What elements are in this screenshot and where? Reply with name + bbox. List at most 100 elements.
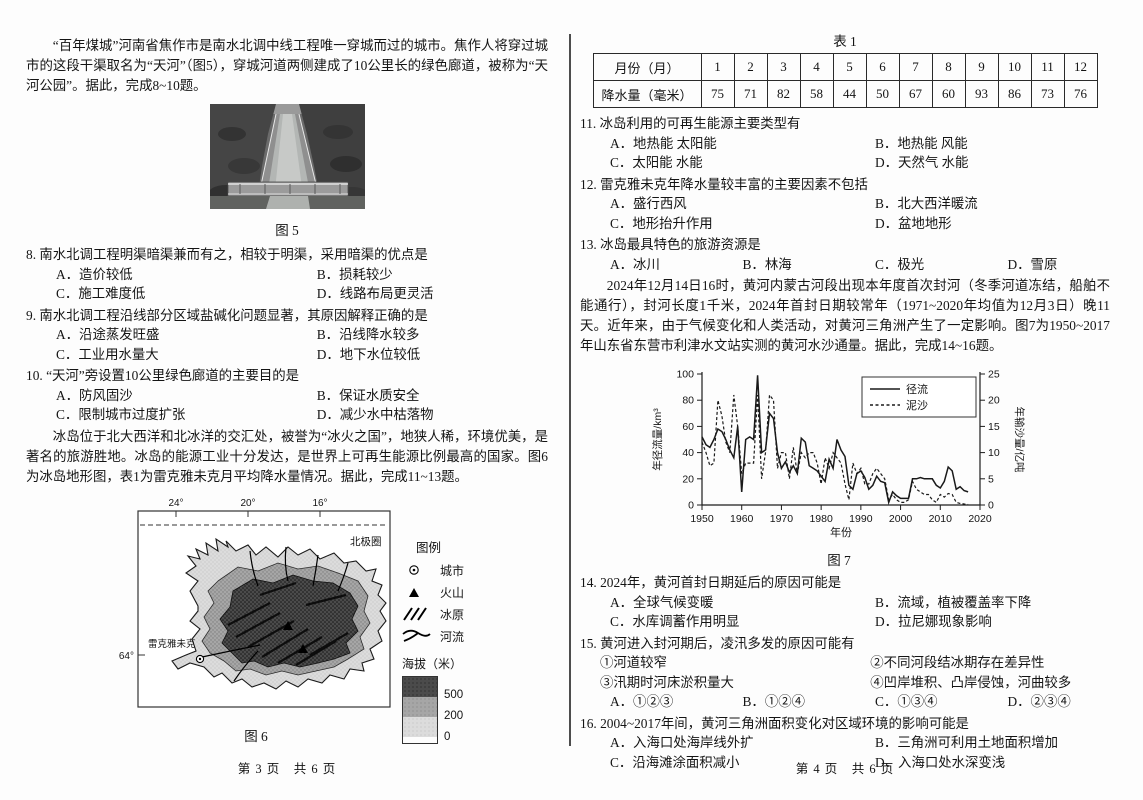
elevation-label-200: 200 [444,709,464,722]
ice-field-hatching [227,581,349,666]
question-9-option-c: C．工业用水量大 [56,346,159,362]
value-cell: 76 [1063,80,1098,108]
volcano-marker [298,643,308,653]
figure-7-block: 0 20 40 60 80 100 0 5 10 15 20 25 1950 1960 1970 1980 19… [650,362,1110,569]
table-header-precipitation: 降水量（毫米） [592,80,702,108]
question-15-option-a: A．①②③ [610,694,674,709]
question-10-option-b: B．保证水质安全 [316,387,420,403]
value-cell: 82 [766,80,801,108]
legend-label-ice-field: 冰原 [440,607,465,622]
question-16-stem: 16. 2004~2017年间，黄河三角洲面积变化对区域环境的影响可能是 [580,715,969,731]
month-cell: 12 [1063,53,1098,81]
intro-paragraph-yellow-river: 2024年12月14日16时，黄河内蒙古河段出现本年度首次封河（冬季河道冻结，船… [580,278,1110,353]
question-15-option-c: C．①③④ [875,694,938,709]
question-11-option-b: B．地热能 风能 [875,135,968,151]
map-lon-20: 20° [240,498,255,509]
question-10-stem: 10. “天河”旁设置10公里绿色廊道的主要目的是 [26,368,300,383]
iceland-map: 24° 20° 16° 64° 北极圈 [119,498,391,708]
intro-paragraph-iceland: 冰岛位于北大西洋和北冰洋的交汇处，被誉为“冰火之国”，地狭人稀，环境优美，是著名… [26,428,548,484]
svg-text:20: 20 [682,473,694,485]
question-15: 15. 黄河进入封河期后，凌汛多发的原因可能有 ①河道较窄 ②不同河段结冰期存在… [580,634,1110,712]
question-15-subitem-2: ②不同河段结冰期存在差异性 [870,655,1045,670]
legend-title: 图例 [416,540,442,555]
question-10: 10. “天河”旁设置10公里绿色廊道的主要目的是 A．防风固沙 B．保证水质安… [26,366,548,425]
question-15-subitem-1: ①河道较窄 [600,655,667,670]
month-cell: 7 [898,53,933,81]
runoff-sediment-chart: 0 20 40 60 80 100 0 5 10 15 20 25 1950 1960 1970 1980 19… [651,369,1026,540]
question-15-option-d: D．②③④ [1007,694,1071,709]
question-14-option-a: A．全球气候变暖 [610,594,714,610]
legend-label-volcano: 火山 [440,585,465,600]
figure-6-block: 24° 20° 16° 64° 北极圈 [110,495,548,745]
month-cell: 9 [964,53,999,81]
city-marker-dot [198,657,202,660]
value-cell: 71 [733,80,768,108]
question-9-stem: 9. 南水北调工程沿线部分区域盐碱化问题显著，其原因解释正确的是 [26,307,428,323]
question-14-option-c: C．水库调蓄作用明显 [610,614,740,629]
month-cell: 1 [700,53,735,81]
question-16: 16. 2004~2017年间，黄河三角洲面积变化对区域环境的影响可能是 A．入… [580,714,1110,773]
page-3-footer: 第 3 页 共 6 页 [237,762,337,776]
elevation-scale: 500 200 0 [402,675,522,744]
value-cell: 75 [700,80,735,108]
svg-text:2020: 2020 [968,513,992,525]
month-cell: 5 [832,53,867,81]
value-cell: 50 [865,80,900,108]
elevation-swatch-500 [403,676,437,697]
reykjavik-label: 雷克雅未克 [148,638,196,650]
value-cell: 67 [898,80,933,108]
legend-item-volcano: 火山 [402,584,522,601]
question-12: 12. 雷克雅未克年降水量较丰富的主要因素不包括 A．盛行西风 B．北大西洋暖流… [580,175,1110,234]
question-12-option-c: C．地形抬升作用 [610,215,713,231]
question-9-option-b: B．沿线降水较多 [316,327,420,342]
question-16-option-c: C．沿海滩涂面积减小 [610,754,740,770]
elevation-label-0: 0 [444,730,451,743]
page-4-footer: 第 4 页 共 6 页 [795,762,895,776]
value-cell: 86 [997,80,1032,108]
question-16-option-d: D．入海口处水深变浅 [875,754,1006,770]
question-11-stem: 11. 冰岛利用的可再生能源主要类型有 [580,116,801,131]
question-13-option-b: B．林海 [742,256,792,272]
figure-7-caption: 图 7 [827,553,851,568]
svg-text:1960: 1960 [730,513,754,525]
table-row-months: 月份（月） 1 2 3 4 5 6 7 8 9 10 11 12 [592,53,1098,81]
question-10-option-a: A．防风固沙 [56,387,133,403]
page-divider [569,34,571,746]
question-13-option-a: A．冰川 [610,256,660,272]
question-12-option-b: B．北大西洋暖流 [875,196,978,211]
legend-item-river: 河流 [402,628,522,645]
map-lon-16: 16° [312,498,327,509]
question-15-stem: 15. 黄河进入封河期后，凌汛多发的原因可能有 [580,635,855,651]
question-15-subitem-3: ③汛期时河床淤积量大 [600,674,734,690]
svg-text:泥沙: 泥沙 [906,399,928,412]
question-9: 9. 南水北调工程沿线部分区域盐碱化问题显著，其原因解释正确的是 A．沿途蒸发旺… [26,306,548,365]
question-8: 8. 南水北调工程明渠暗渠兼而有之，相较于明渠，采用暗渠的优点是 A．造价较低 … [26,245,548,304]
svg-text:径流: 径流 [906,382,928,396]
svg-text:5: 5 [988,473,994,485]
svg-text:1950: 1950 [690,513,714,525]
question-15-option-b: B．①②④ [742,694,806,709]
month-cell: 11 [1030,53,1065,81]
value-cell: 93 [964,80,999,108]
month-cell: 2 [733,53,768,81]
figure-5-block: 图 5 [207,104,370,239]
elevation-swatch-0 [403,716,437,737]
month-cell: 6 [865,53,900,81]
month-cell: 10 [997,53,1032,81]
question-11-option-c: C．太阳能 水能 [610,155,703,170]
table-header-month: 月份（月） [592,53,702,81]
svg-text:年径流量/km³: 年径流量/km³ [651,408,664,471]
ice-field-icon [403,607,427,621]
figure-5-caption: 图 5 [275,223,299,238]
question-12-option-d: D．盆地地形 [875,215,952,231]
question-15-subitem-4: ④凹岸堆积、凸岸侵蚀，河曲较多 [870,674,1072,690]
question-9-option-a: A．沿途蒸发旺盛 [56,327,160,342]
rivers [201,546,349,681]
volcano-marker [283,620,293,630]
svg-text:1980: 1980 [809,513,833,525]
value-cell: 58 [799,80,834,108]
svg-text:25: 25 [988,369,1000,381]
canal-photo [207,104,370,210]
legend-label-city: 城市 [440,563,465,578]
question-13-option-c: C．极光 [875,256,925,272]
